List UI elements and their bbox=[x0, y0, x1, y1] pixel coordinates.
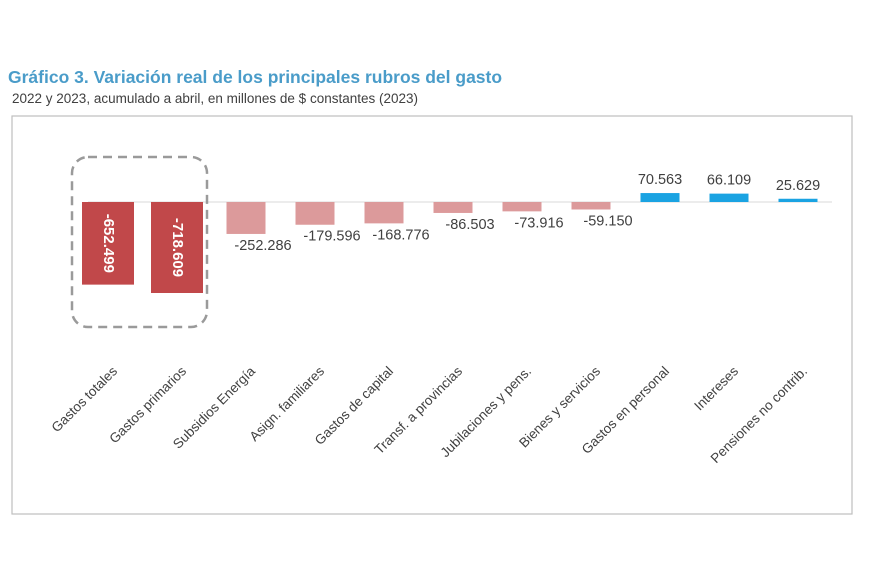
data-label-6: -73.916 bbox=[514, 215, 563, 231]
bar-0 bbox=[82, 202, 134, 285]
category-label-9: Intereses bbox=[691, 363, 741, 413]
data-label-4: -168.776 bbox=[372, 227, 429, 243]
bar-6 bbox=[502, 202, 542, 212]
bar-3 bbox=[295, 202, 335, 225]
data-label-0: -652.499 bbox=[100, 214, 117, 273]
bar-9 bbox=[709, 193, 749, 202]
data-label-7: -59.150 bbox=[583, 213, 632, 229]
data-label-1: -718.609 bbox=[169, 218, 186, 277]
category-label-3: Asign. familiares bbox=[246, 363, 327, 444]
chart-border bbox=[11, 115, 853, 515]
chart-title: Gráfico 3. Variación real de los princip… bbox=[8, 67, 503, 87]
bar-2 bbox=[226, 202, 266, 234]
data-label-3: -179.596 bbox=[303, 229, 360, 245]
bar-1 bbox=[151, 202, 203, 293]
chart-subtitle: 2022 y 2023, acumulado a abril, en millo… bbox=[12, 91, 419, 106]
data-label-9: 66.109 bbox=[707, 173, 751, 189]
data-label-2: -252.286 bbox=[234, 238, 291, 254]
bar-8 bbox=[640, 193, 680, 202]
data-label-8: 70.563 bbox=[638, 172, 682, 188]
bar-5 bbox=[433, 202, 473, 213]
highlight-box bbox=[70, 155, 209, 329]
data-label-5: -86.503 bbox=[445, 217, 494, 233]
bar-4 bbox=[364, 202, 404, 224]
data-label-10: 25.629 bbox=[776, 178, 820, 194]
category-label-0: Gastos totales bbox=[48, 363, 120, 435]
bar-10 bbox=[778, 198, 818, 202]
bar-7 bbox=[571, 202, 611, 210]
